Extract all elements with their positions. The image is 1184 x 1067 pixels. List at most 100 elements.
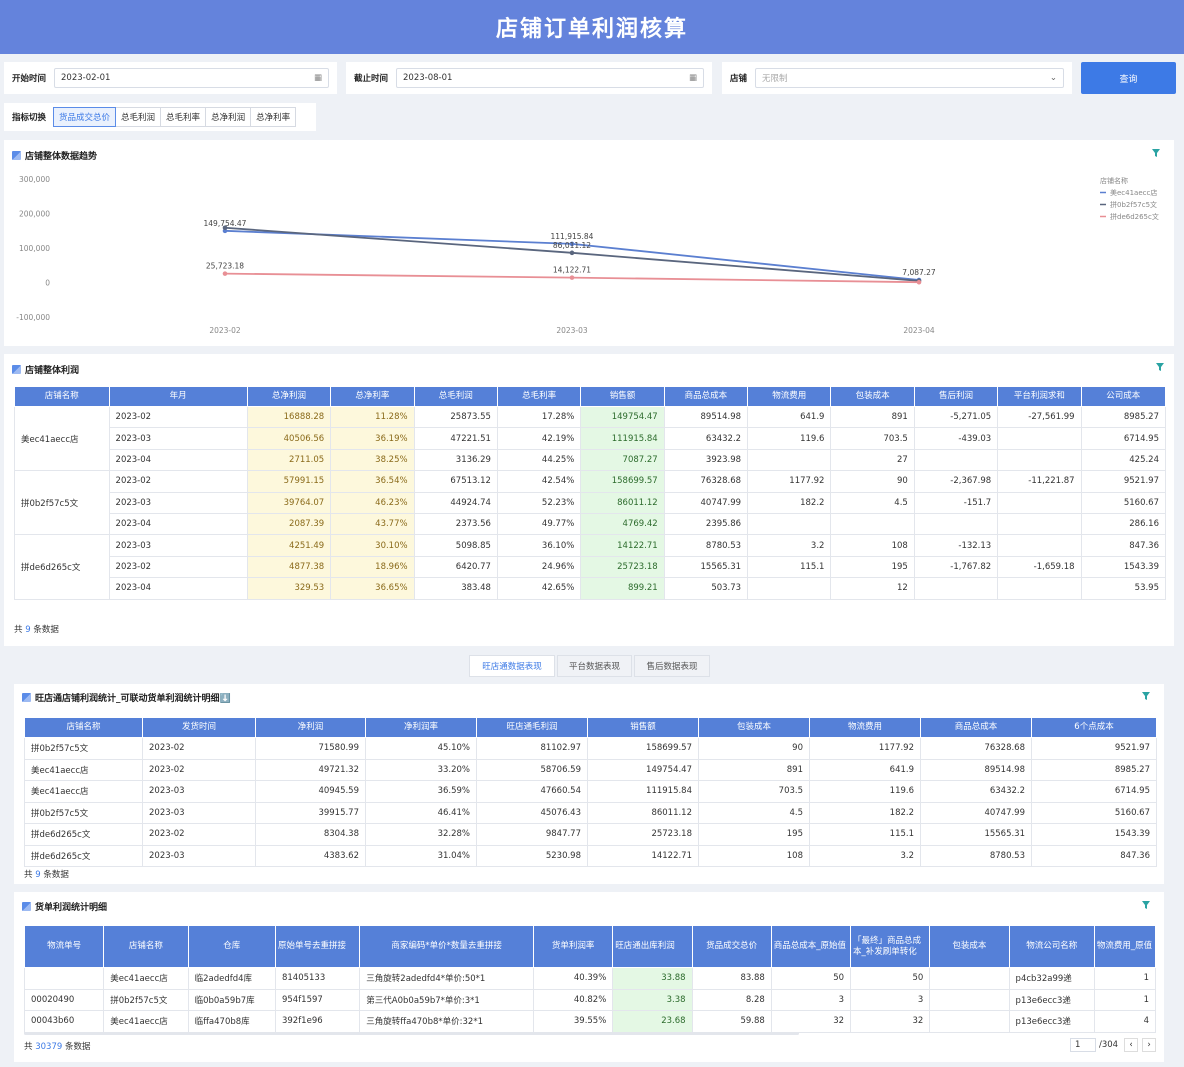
tab-platform[interactable]: 平台数据表现 — [557, 655, 632, 677]
table-cell: 83.88 — [691, 967, 772, 990]
filter-icon[interactable] — [1156, 363, 1166, 372]
page-header: 店铺订单利润核算 — [0, 0, 1184, 54]
table-cell: 392f1e96 — [274, 1010, 361, 1033]
table-row[interactable]: 2023-03 40506.56 36.19% 47221.51 42.19% 11191… — [15, 427, 1167, 450]
indicator-tab-net-margin[interactable]: 总净利率 — [250, 107, 297, 127]
table-row[interactable]: 2023-04 329.53 36.65% 383.48 42.65% 899.21 503… — [15, 577, 1167, 600]
table-cell: 23.68 — [612, 1010, 693, 1033]
legend-item[interactable]: 拼de6d265c文 — [1110, 212, 1159, 221]
table-cell: 47660.54 — [476, 780, 588, 803]
table-row[interactable]: 2023-04 2711.05 38.25% 3136.29 44.25% 7087.27… — [15, 448, 1167, 472]
table-cell: 36.59% — [365, 780, 477, 803]
table-cell: 拼de6d265c文 — [24, 844, 143, 867]
table-row[interactable]: 拼de6d265c文 2023-02 8304.38 32.28% 9847.77 257… — [24, 823, 1157, 846]
trend-panel: 店铺整体数据趋势 300,000 200,000 100,000 0 -100,000 2… — [4, 140, 1174, 346]
profit-count: 共 9 条数据 — [14, 625, 59, 635]
table-header: 店铺名称 — [14, 386, 110, 407]
data-point[interactable] — [916, 279, 922, 285]
start-date-filter: 开始时间 2023-02-01 ▦ — [4, 62, 337, 94]
indicator-tab-gross-margin[interactable]: 总毛利率 — [160, 107, 207, 127]
table-cell: 2023-03 — [108, 427, 248, 450]
table-row[interactable]: 拼0b2f57c5文 2023-03 39915.77 46.41% 45076.43 8… — [24, 801, 1157, 824]
table-cell — [997, 427, 1082, 450]
table-header: 总毛利率 — [496, 386, 582, 407]
table-cell: 4769.42 — [580, 512, 665, 536]
table-header: 原始单号去重拼接 — [274, 925, 361, 968]
shop-select[interactable]: 无限制 ⌄ — [755, 68, 1064, 88]
table-cell — [830, 512, 915, 536]
table-cell: 2023-02 — [142, 758, 256, 781]
filter-icon[interactable] — [1142, 692, 1152, 701]
table-row[interactable]: 拼de6d265c文 2023-03 4251.49 30.10% 5098.85 36.… — [14, 534, 1167, 600]
filter-icon[interactable] — [1152, 149, 1162, 158]
table-row[interactable]: 00043b60 美ec41aecc店 临ffa470b8库 392f1e96 三角旋转… — [23, 1010, 1157, 1033]
data-label: 149,754.47 — [204, 219, 247, 228]
table-cell: 954f1597 — [274, 988, 361, 1011]
table-cell: -27,561.99 — [997, 405, 1082, 429]
wdt-panel: 旺店通店铺利润统计_可联动货单利润统计明细⬇️ 店铺名称 发货时间 净利润 净利润率旺… — [14, 684, 1164, 884]
table-header: 物流费用 — [747, 386, 832, 407]
data-label: 111,915.84 — [551, 232, 594, 241]
table-cell — [997, 512, 1082, 536]
indicator-switch: 指标切换 货品成交总价 总毛利润 总毛利率 总净利润 总净利率 — [4, 103, 316, 131]
table-header: 6个点成本 — [1031, 717, 1157, 738]
filter-icon[interactable] — [1142, 901, 1152, 910]
table-cell: 12 — [830, 577, 915, 600]
table-cell: -132.13 — [913, 534, 999, 557]
data-point[interactable] — [569, 250, 575, 256]
table-cell: 14122.71 — [587, 844, 699, 867]
table-row[interactable]: 00020490 拼0b2f57c5文 临0b0a59b7库 954f1597 第三代A… — [23, 988, 1157, 1011]
legend-item[interactable]: 美ec41aecc店 — [1110, 188, 1157, 197]
table-cell: 195 — [830, 555, 915, 579]
query-button[interactable]: 查询 — [1081, 62, 1176, 94]
table-cell: 36.19% — [330, 427, 415, 450]
end-date-input[interactable]: 2023-08-01 ▦ — [396, 68, 704, 88]
table-row[interactable]: 美ec41aecc店 2023-02 49721.32 33.20% 58706.59 1… — [24, 758, 1157, 781]
table-row[interactable]: 美ec41aecc店 2023-03 40945.59 36.59% 47660.54 1… — [24, 780, 1157, 803]
table-cell: 38.25% — [330, 448, 415, 472]
wdt-title: 旺店通店铺利润统计_可联动货单利润统计明细⬇️ — [22, 691, 231, 704]
page-input[interactable]: 1 — [1070, 1038, 1096, 1052]
table-cell: 3.2 — [809, 844, 921, 867]
tab-aftersale[interactable]: 售后数据表现 — [634, 655, 710, 677]
shop-name-cell: 拼de6d265c文 — [14, 534, 110, 600]
table-cell: 4.5 — [698, 801, 810, 824]
table-cell: 36.54% — [330, 470, 415, 493]
table-row[interactable]: 美ec41aecc店 临2adedfd4库 81405133 三角旋转2adedfd4… — [23, 967, 1157, 990]
table-header: 商品总成本 — [663, 386, 749, 407]
table-cell: 891 — [830, 405, 915, 429]
table-row[interactable]: 拼0b2f57c5文 2023-02 71580.99 45.10% 81102.97 1… — [24, 737, 1157, 760]
table-cell: 8985.27 — [1080, 405, 1167, 429]
data-point[interactable] — [222, 225, 228, 231]
tab-wdt[interactable]: 旺店通数据表现 — [469, 655, 555, 677]
table-cell: 49.77% — [496, 512, 582, 536]
table-row[interactable]: 2023-03 39764.07 46.23% 44924.74 52.23% 86011… — [15, 491, 1167, 514]
table-row[interactable]: 2023-02 4877.38 18.96% 6420.77 24.96% 25723.1… — [15, 555, 1167, 579]
x-tick-label: 2023-03 — [556, 326, 588, 335]
table-row[interactable]: 拼de6d265c文 2023-03 4383.62 31.04% 5230.98 141… — [24, 844, 1157, 867]
indicator-tab-gross-profit[interactable]: 总毛利润 — [115, 107, 162, 127]
table-cell: 46.41% — [365, 801, 477, 824]
legend-item[interactable]: 拼0b2f57c5文 — [1110, 200, 1157, 209]
table-cell: 115.1 — [809, 823, 921, 846]
data-point[interactable] — [569, 241, 575, 247]
table-cell: 25723.18 — [580, 555, 665, 579]
next-page-icon[interactable]: › — [1142, 1038, 1157, 1052]
horizontal-scrollbar[interactable] — [24, 1032, 799, 1035]
table-cell: 临ffa470b8库 — [187, 1010, 276, 1033]
table-row[interactable]: 拼0b2f57c5文 2023-02 57991.15 36.54% 67513.12 4… — [14, 470, 1167, 536]
table-row[interactable]: 2023-04 2087.39 43.77% 2373.56 49.77% 4769.42… — [15, 512, 1167, 536]
table-cell: 2023-04 — [108, 512, 248, 536]
table-cell: 8.28 — [691, 988, 772, 1011]
table-cell: 8780.53 — [920, 844, 1032, 867]
indicator-tab-total-price[interactable]: 货品成交总价 — [53, 107, 117, 127]
y-tick-label: 0 — [45, 279, 50, 288]
start-date-input[interactable]: 2023-02-01 ▦ — [54, 68, 329, 88]
data-point[interactable] — [222, 271, 228, 276]
prev-page-icon[interactable]: ‹ — [1124, 1038, 1139, 1052]
table-row[interactable]: 美ec41aecc店 2023-02 16888.28 11.28% 25873.55 1… — [14, 405, 1167, 472]
indicator-tab-net-profit[interactable]: 总净利润 — [205, 107, 252, 127]
data-point[interactable] — [569, 275, 575, 280]
table-header: 货品成交总价 — [691, 925, 772, 968]
table-cell: 33.88 — [612, 967, 693, 990]
